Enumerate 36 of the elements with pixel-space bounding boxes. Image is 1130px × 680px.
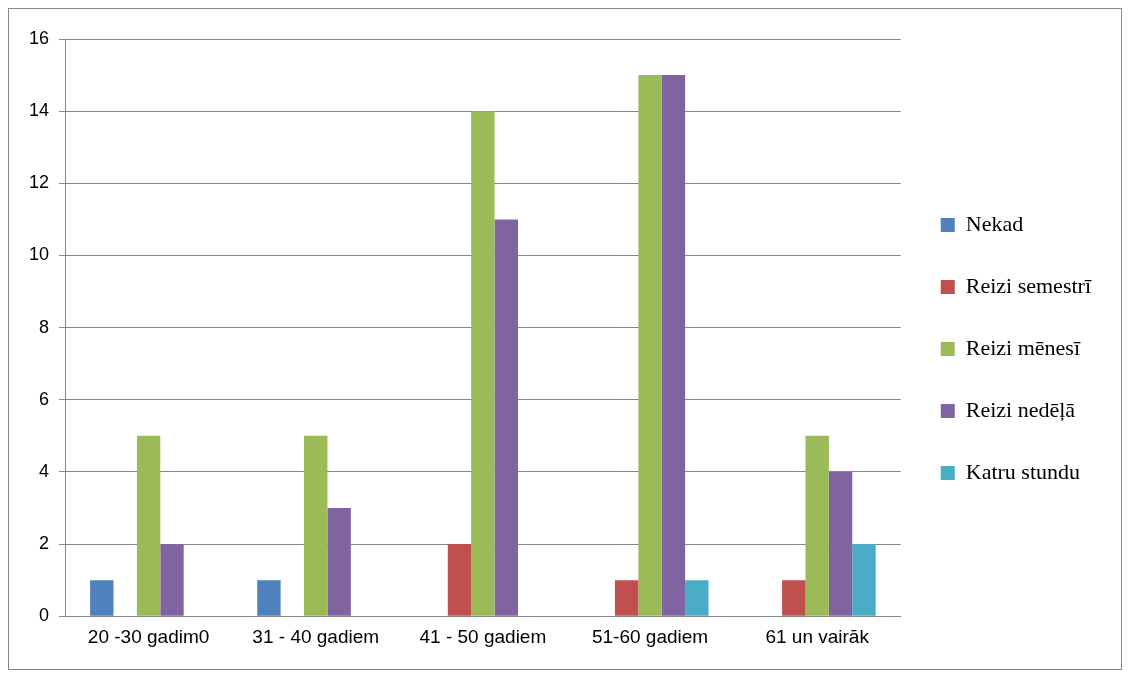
y-tick-label: 12 <box>28 172 50 193</box>
bar <box>852 544 876 616</box>
bar <box>160 544 184 616</box>
bar <box>614 580 639 616</box>
bar <box>447 544 472 616</box>
bar <box>782 580 806 616</box>
y-tick-label: 14 <box>28 100 50 121</box>
bar <box>805 435 829 616</box>
legend-label: Katru stundu <box>965 458 1081 484</box>
y-tick-label: 6 <box>39 388 50 409</box>
bar <box>90 580 114 616</box>
legend-label: Nekad <box>965 210 1024 236</box>
x-tick-label: 61 un vairāk <box>765 625 870 647</box>
bar <box>685 580 709 616</box>
x-tick-label: 31 - 40 gadiem <box>252 625 380 647</box>
y-tick-label: 0 <box>39 605 50 626</box>
legend-label: Reizi mēnesī <box>965 334 1081 360</box>
bar <box>136 435 161 616</box>
y-tick-label: 2 <box>39 533 50 554</box>
y-tick-label: 16 <box>28 27 50 48</box>
bar <box>661 75 686 616</box>
bar <box>638 75 662 616</box>
y-tick-label: 8 <box>39 316 50 337</box>
bar <box>828 471 853 616</box>
x-tick-label: 41 - 50 gadiem <box>419 625 547 647</box>
bar <box>304 435 328 616</box>
legend-label: Reizi semestrī <box>965 272 1092 298</box>
x-tick-label: 51-60 gadiem <box>591 625 709 647</box>
bar <box>471 111 495 616</box>
y-tick-label: 10 <box>28 244 50 265</box>
bar <box>257 580 281 616</box>
y-tick-label: 4 <box>39 460 50 481</box>
bar <box>327 507 351 616</box>
legend-label: Reizi nedēļā <box>965 396 1076 422</box>
x-tick-label: 20 -30 gadim0 <box>87 625 210 647</box>
bar <box>494 219 518 616</box>
